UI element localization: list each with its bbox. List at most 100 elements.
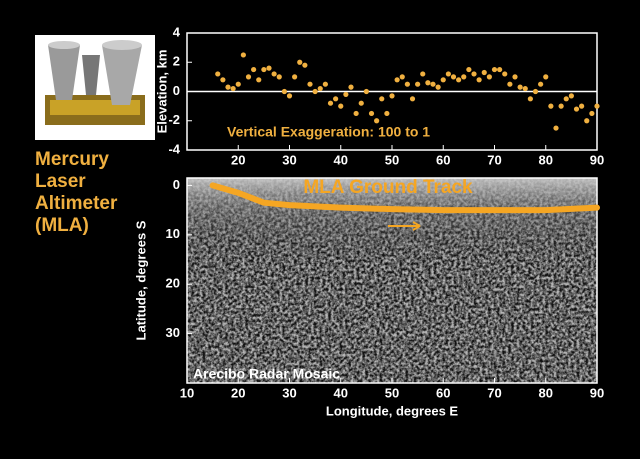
side-label-line: Laser — [35, 171, 86, 192]
data-point — [568, 93, 574, 99]
data-point — [584, 118, 590, 124]
data-point — [435, 84, 441, 90]
x-tick-label: 60 — [436, 152, 450, 167]
data-point — [353, 110, 359, 117]
side-label-line: Mercury — [35, 149, 109, 170]
x-tick-label: 30 — [282, 152, 296, 167]
data-point — [312, 88, 318, 95]
data-point — [543, 74, 549, 80]
data-point — [445, 71, 451, 77]
data-point — [425, 80, 431, 86]
side-label-line: Altimeter — [35, 193, 118, 214]
data-point — [440, 77, 446, 83]
data-point — [322, 81, 328, 87]
data-point — [240, 52, 246, 58]
x-axis-label: Longitude, degrees E — [326, 403, 459, 418]
data-point — [251, 66, 257, 73]
data-point — [404, 81, 410, 87]
x-tick-label: 60 — [436, 385, 450, 400]
x-tick-label: 50 — [385, 385, 399, 400]
x-tick-label: 80 — [539, 152, 553, 167]
annotation: Vertical Exaggeration: 100 to 1 — [227, 124, 430, 140]
data-point — [307, 81, 313, 87]
data-point — [220, 77, 226, 83]
data-point — [271, 71, 277, 77]
data-point — [486, 74, 492, 80]
data-point — [512, 74, 518, 80]
data-point — [297, 59, 303, 65]
y-tick-label: -2 — [168, 112, 180, 127]
x-tick-label: 40 — [334, 385, 348, 400]
data-point — [302, 62, 308, 68]
x-tick-label: 70 — [487, 385, 501, 400]
data-point — [563, 96, 569, 102]
data-point — [317, 85, 323, 92]
data-point — [389, 93, 395, 99]
y-tick-label: 2 — [173, 54, 180, 69]
side-label-line: (MLA) — [35, 215, 89, 236]
data-point — [430, 81, 436, 87]
data-point — [215, 71, 221, 77]
data-point — [292, 74, 298, 80]
data-point — [225, 84, 231, 90]
data-point — [471, 71, 477, 77]
data-point — [333, 96, 339, 102]
direction-arrow — [388, 221, 421, 231]
data-point — [261, 66, 267, 73]
data-point — [276, 74, 282, 80]
data-point — [553, 125, 559, 131]
data-point — [363, 88, 369, 95]
data-point — [502, 71, 508, 77]
data-point — [527, 96, 533, 102]
data-point — [532, 88, 539, 95]
x-tick-label: 70 — [487, 152, 501, 167]
x-tick-label: 10 — [180, 385, 194, 400]
data-point — [481, 69, 487, 76]
data-point — [420, 71, 426, 77]
data-point — [497, 66, 503, 73]
data-point — [235, 81, 241, 87]
data-point — [348, 84, 354, 90]
data-point — [281, 88, 287, 95]
data-point — [415, 81, 421, 87]
y-tick-label: -4 — [168, 141, 180, 156]
y-axis-label: Elevation, km — [154, 50, 169, 134]
annotation: Arecibo Radar Mosaic — [193, 366, 340, 382]
data-point — [522, 85, 528, 92]
radar-mosaic — [187, 178, 597, 383]
y-tick-label: 0 — [173, 83, 180, 98]
data-point — [507, 81, 513, 87]
data-point — [256, 77, 262, 83]
data-point — [230, 85, 236, 92]
data-point — [358, 100, 364, 106]
data-point — [286, 93, 293, 99]
ground-track — [209, 182, 600, 214]
y-tick-label: 30 — [166, 325, 180, 340]
data-point — [327, 100, 334, 106]
data-point — [394, 77, 400, 83]
data-point — [573, 106, 580, 112]
data-point — [379, 96, 385, 102]
data-point — [456, 77, 462, 83]
data-point — [399, 74, 405, 80]
series-label: MLA Ground Track — [303, 177, 473, 198]
data-point — [558, 103, 564, 109]
data-point — [538, 81, 544, 87]
x-tick-label: 40 — [334, 152, 348, 167]
y-tick-label: 10 — [166, 226, 180, 241]
y-tick-label: 20 — [166, 276, 180, 291]
data-point — [338, 103, 344, 109]
data-point — [450, 74, 457, 80]
x-tick-label: 20 — [231, 385, 245, 400]
x-tick-label: 20 — [231, 152, 245, 167]
y-axis-label: Latitude, degrees S — [133, 220, 148, 340]
x-tick-label: 30 — [282, 385, 296, 400]
data-point — [589, 110, 595, 117]
data-point — [461, 74, 467, 80]
data-point — [266, 65, 272, 71]
x-tick-label: 90 — [590, 385, 604, 400]
y-tick-label: 4 — [173, 24, 181, 39]
x-tick-label: 50 — [385, 152, 399, 167]
